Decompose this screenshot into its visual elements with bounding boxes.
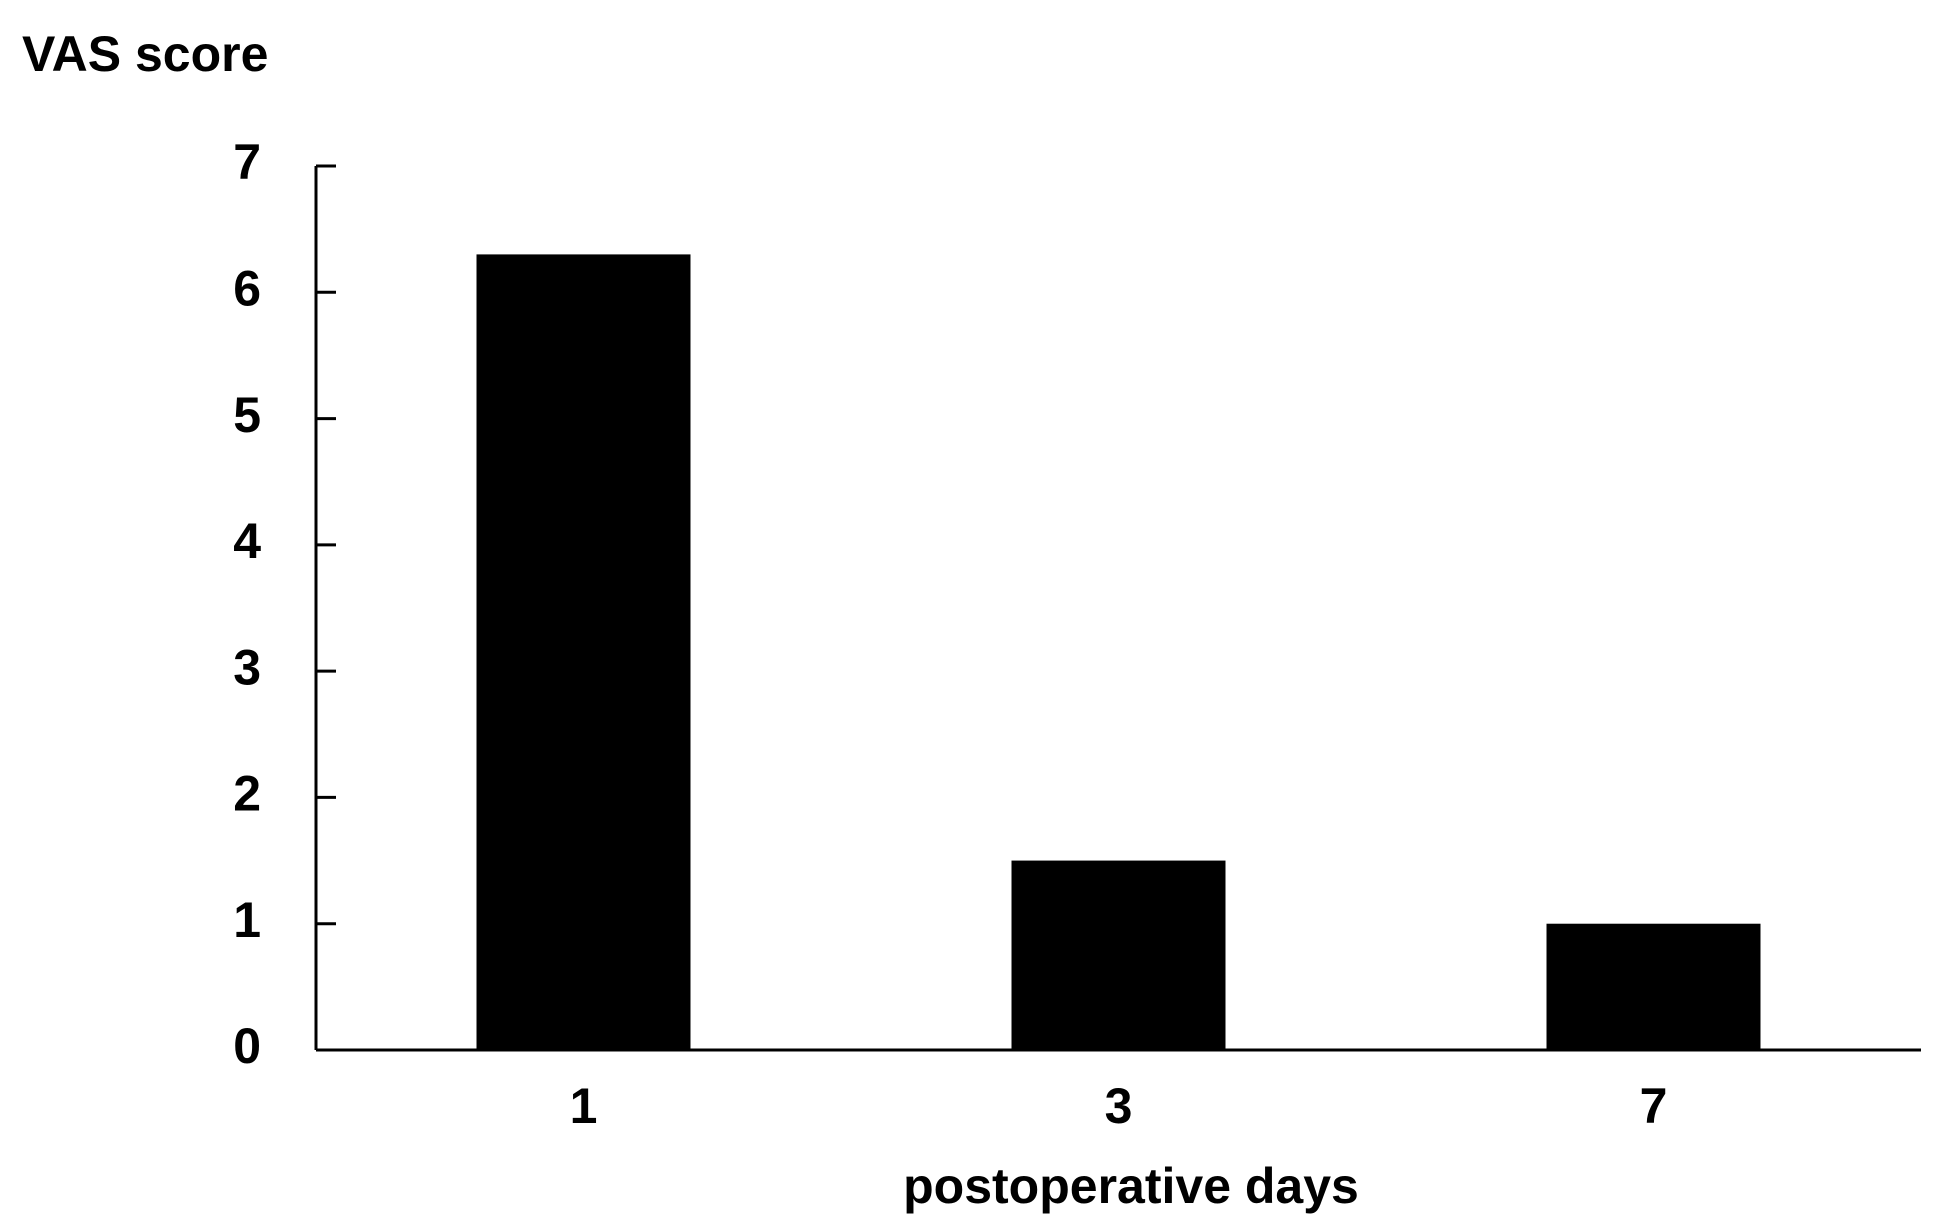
- y-tick-label: 1: [233, 892, 261, 948]
- bar: [1011, 860, 1226, 1050]
- y-tick-label: 7: [233, 134, 261, 190]
- y-axis-label: VAS score: [22, 26, 268, 82]
- bar: [1546, 923, 1761, 1050]
- x-tick-label: 3: [1105, 1078, 1133, 1134]
- y-tick-label: 4: [233, 513, 261, 569]
- y-tick-label: 6: [233, 260, 261, 316]
- y-tick-label: 3: [233, 639, 261, 695]
- x-tick-label: 7: [1640, 1078, 1668, 1134]
- y-tick-label: 2: [233, 766, 261, 822]
- x-axis-label: postoperative days: [903, 1158, 1359, 1214]
- x-tick-label: 1: [570, 1078, 598, 1134]
- y-tick-label: 0: [233, 1018, 261, 1074]
- bar: [476, 254, 691, 1050]
- y-tick-label: 5: [233, 387, 261, 443]
